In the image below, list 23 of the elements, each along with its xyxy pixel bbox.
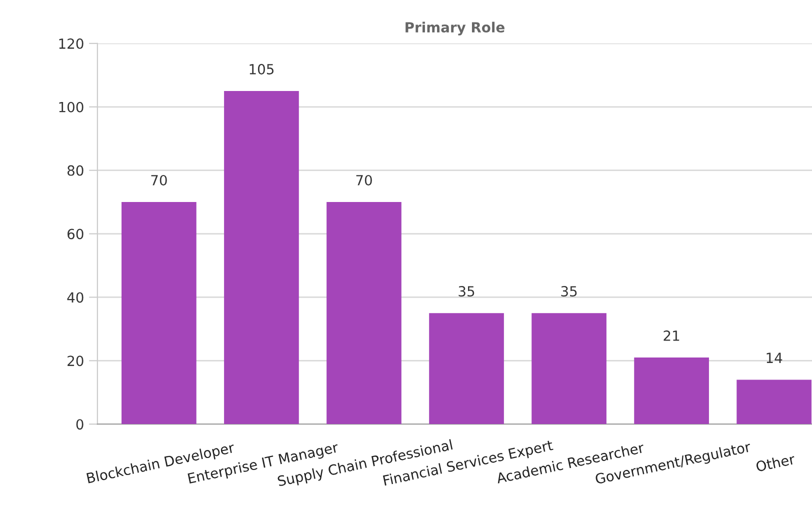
y-tick-label: 100 <box>59 102 84 112</box>
x-tick-label: Other <box>756 453 796 472</box>
data-label: 70 <box>151 174 167 186</box>
data-label: 14 <box>766 352 782 363</box>
y-tick-label: 120 <box>59 38 84 49</box>
y-tick-label: 60 <box>68 228 84 240</box>
bar <box>736 380 812 424</box>
data-label: 35 <box>458 286 474 297</box>
bar <box>122 202 196 424</box>
data-label: 21 <box>664 330 680 341</box>
chart-title: Primary Role <box>406 22 504 36</box>
data-label: 35 <box>561 286 577 297</box>
bar <box>224 91 299 424</box>
y-tick-label: 20 <box>68 356 84 366</box>
data-label: 105 <box>250 64 274 74</box>
data-label: 70 <box>356 174 372 186</box>
y-tick-label: 80 <box>68 165 84 176</box>
bar <box>326 202 402 424</box>
y-tick-label: 0 <box>76 419 84 430</box>
y-tick-label: 40 <box>67 292 84 303</box>
bar <box>634 358 709 424</box>
bar <box>429 313 504 424</box>
bar <box>532 313 606 424</box>
